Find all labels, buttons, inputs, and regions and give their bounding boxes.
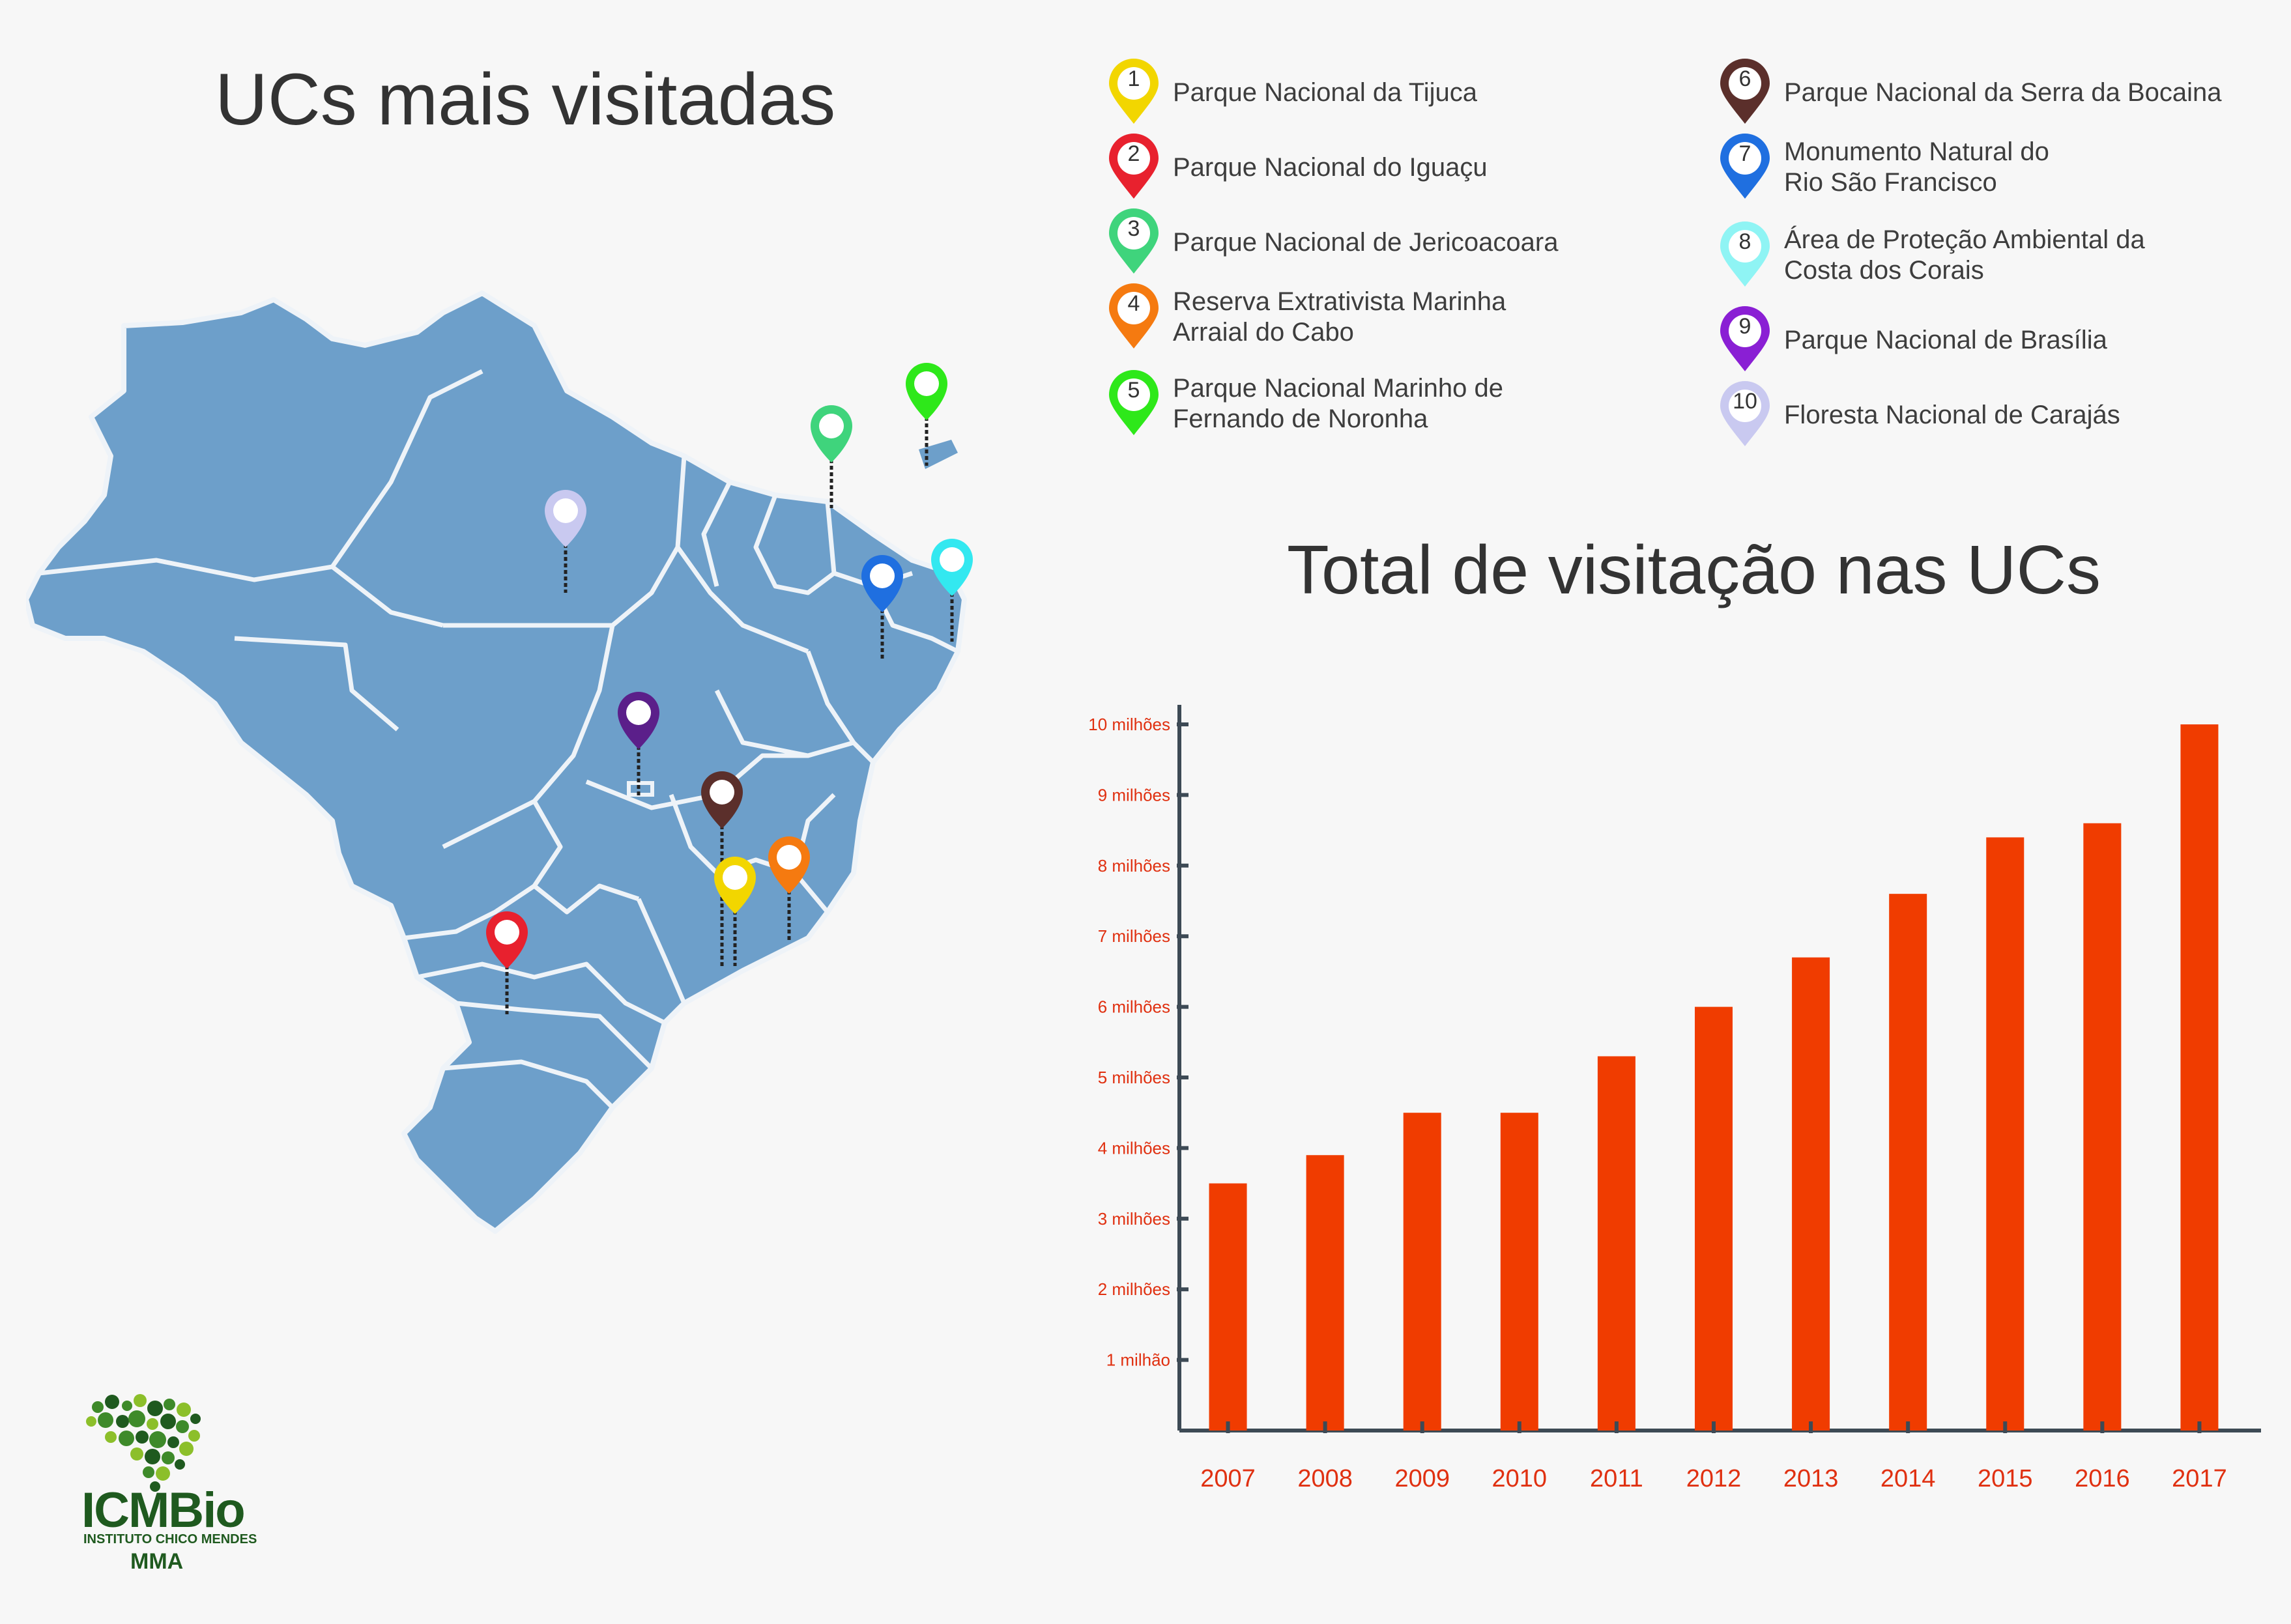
bar-2012: [1695, 1006, 1733, 1431]
chart-title: Total de visitação nas UCs: [1287, 532, 2101, 608]
x-tick-label: 2014: [1880, 1465, 1936, 1492]
legend-number: 9: [1738, 314, 1751, 339]
legend-pin-icon: 1: [1106, 59, 1161, 126]
legend-pin-icon: 9: [1718, 306, 1772, 374]
bar-2015: [1986, 837, 2024, 1431]
legend-pin-icon: 3: [1106, 208, 1161, 276]
map-pin-5: [906, 363, 947, 466]
legend-number: 8: [1738, 229, 1751, 254]
logo-subtitle: INSTITUTO CHICO MENDES: [83, 1532, 257, 1546]
bar-chart: 1 milhão 2 milhões 3 milhões 4 milhões 5 mil…: [1088, 705, 2261, 1492]
legend-pin-icon: 8: [1718, 221, 1772, 289]
y-tick-label: 2 milhões: [1098, 1279, 1170, 1299]
legend-label: Parque Nacional de Jericoacoara: [1173, 227, 1559, 257]
legend-pin-icon: 4: [1106, 283, 1161, 351]
legend-number: 4: [1127, 291, 1140, 316]
map-pin-7: [861, 555, 903, 661]
map-pin-2: [486, 911, 528, 1014]
legend-label: Parque Nacional do Iguaçu: [1173, 152, 1488, 182]
legend-label: Floresta Nacional de Carajás: [1784, 400, 2120, 429]
legend-number: 1: [1127, 66, 1140, 91]
x-tick-label: 2015: [1978, 1465, 2033, 1492]
legend-label: Monumento Natural do Rio São Francisco: [1784, 137, 2049, 197]
legend-item-6: 6 Parque Nacional da Serra da Bocaina: [1718, 59, 2222, 126]
y-tick-label: 5 milhões: [1098, 1068, 1170, 1087]
legend-item-10: 10 Floresta Nacional de Carajás: [1718, 381, 2120, 449]
x-tick-label: 2007: [1200, 1465, 1256, 1492]
x-tick-label: 2011: [1590, 1465, 1643, 1492]
legend-number: 10: [1733, 389, 1757, 414]
x-tick-label: 2010: [1492, 1465, 1548, 1492]
legend-number: 7: [1738, 141, 1751, 166]
map-pin-10: [545, 490, 586, 593]
y-tick-label: 3 milhões: [1098, 1209, 1170, 1229]
legend-pin-icon: 7: [1718, 134, 1772, 201]
legend-pin-icon: 2: [1106, 134, 1161, 201]
legend-label: Área de Proteção Ambiental da Costa dos …: [1784, 225, 2145, 285]
x-tick-label: 2009: [1394, 1465, 1450, 1492]
y-tick-label: 4 milhões: [1098, 1138, 1170, 1158]
y-tick-label: 8 milhões: [1098, 856, 1170, 876]
bar-2010: [1500, 1113, 1538, 1431]
bar-2016: [2083, 823, 2122, 1431]
icmbio-logo: [86, 1394, 201, 1492]
y-tick-label: 1 milhão: [1106, 1350, 1170, 1370]
logo-ministry: MMA: [130, 1549, 184, 1574]
bar-2009: [1403, 1113, 1441, 1431]
y-tick-label: 10 milhões: [1088, 715, 1170, 734]
y-tick-label: 9 milhões: [1098, 785, 1170, 805]
legend-label: Reserva Extrativista Marinha Arraial do …: [1173, 287, 1506, 347]
map-title: UCs mais visitadas: [215, 59, 836, 140]
legend-pin-icon: 5: [1106, 370, 1161, 438]
bar-2008: [1306, 1155, 1344, 1431]
legend-item-7: 7 Monumento Natural do Rio São Francisco: [1718, 134, 2049, 201]
legend-pin-icon: 6: [1718, 59, 1772, 126]
x-tick-label: 2012: [1686, 1465, 1742, 1492]
legend-item-4: 4 Reserva Extrativista Marinha Arraial d…: [1106, 283, 1506, 351]
legend-label: Parque Nacional de Brasília: [1784, 325, 2107, 354]
map-pin-4: [768, 836, 810, 943]
x-tick-label: 2017: [2172, 1465, 2227, 1492]
map-pin-9: [618, 692, 659, 798]
legend-pin-icon: 10: [1718, 381, 1772, 449]
bar-2014: [1889, 894, 1927, 1431]
logo-name: ICMBio: [81, 1483, 246, 1538]
y-tick-label: 7 milhões: [1098, 926, 1170, 946]
legend-item-2: 2 Parque Nacional do Iguaçu: [1106, 134, 1488, 201]
legend-item-8: 8 Área de Proteção Ambiental da Costa do…: [1718, 221, 2145, 289]
legend-item-1: 1 Parque Nacional da Tijuca: [1106, 59, 1477, 126]
legend-item-5: 5 Parque Nacional Marinho de Fernando de…: [1106, 370, 1503, 438]
map-pin-1: [714, 857, 756, 966]
legend-label: Parque Nacional da Serra da Bocaina: [1784, 78, 2222, 107]
legend-item-3: 3 Parque Nacional de Jericoacoara: [1106, 208, 1558, 276]
bar-2007: [1209, 1183, 1247, 1431]
legend-number: 5: [1127, 378, 1140, 403]
x-tick-label: 2013: [1783, 1465, 1839, 1492]
legend-item-9: 9 Parque Nacional de Brasília: [1718, 306, 2107, 374]
y-tick-label: 6 milhões: [1098, 997, 1170, 1017]
fernando-de-noronha-island: [919, 440, 958, 469]
brazil-outline: [26, 291, 967, 1234]
legend-label: Parque Nacional da Tijuca: [1173, 78, 1477, 107]
legend-number: 2: [1127, 141, 1140, 166]
map-pin-3: [811, 405, 852, 508]
legend-number: 6: [1738, 66, 1751, 91]
x-tick-label: 2008: [1297, 1465, 1353, 1492]
bar-2011: [1597, 1056, 1635, 1431]
bar-2013: [1792, 957, 1830, 1431]
bar-2017: [2180, 724, 2219, 1431]
legend-label: Parque Nacional Marinho de Fernando de N…: [1173, 374, 1503, 433]
map-pin-8: [931, 539, 973, 642]
legend-number: 3: [1127, 216, 1140, 241]
x-tick-label: 2016: [2075, 1465, 2130, 1492]
